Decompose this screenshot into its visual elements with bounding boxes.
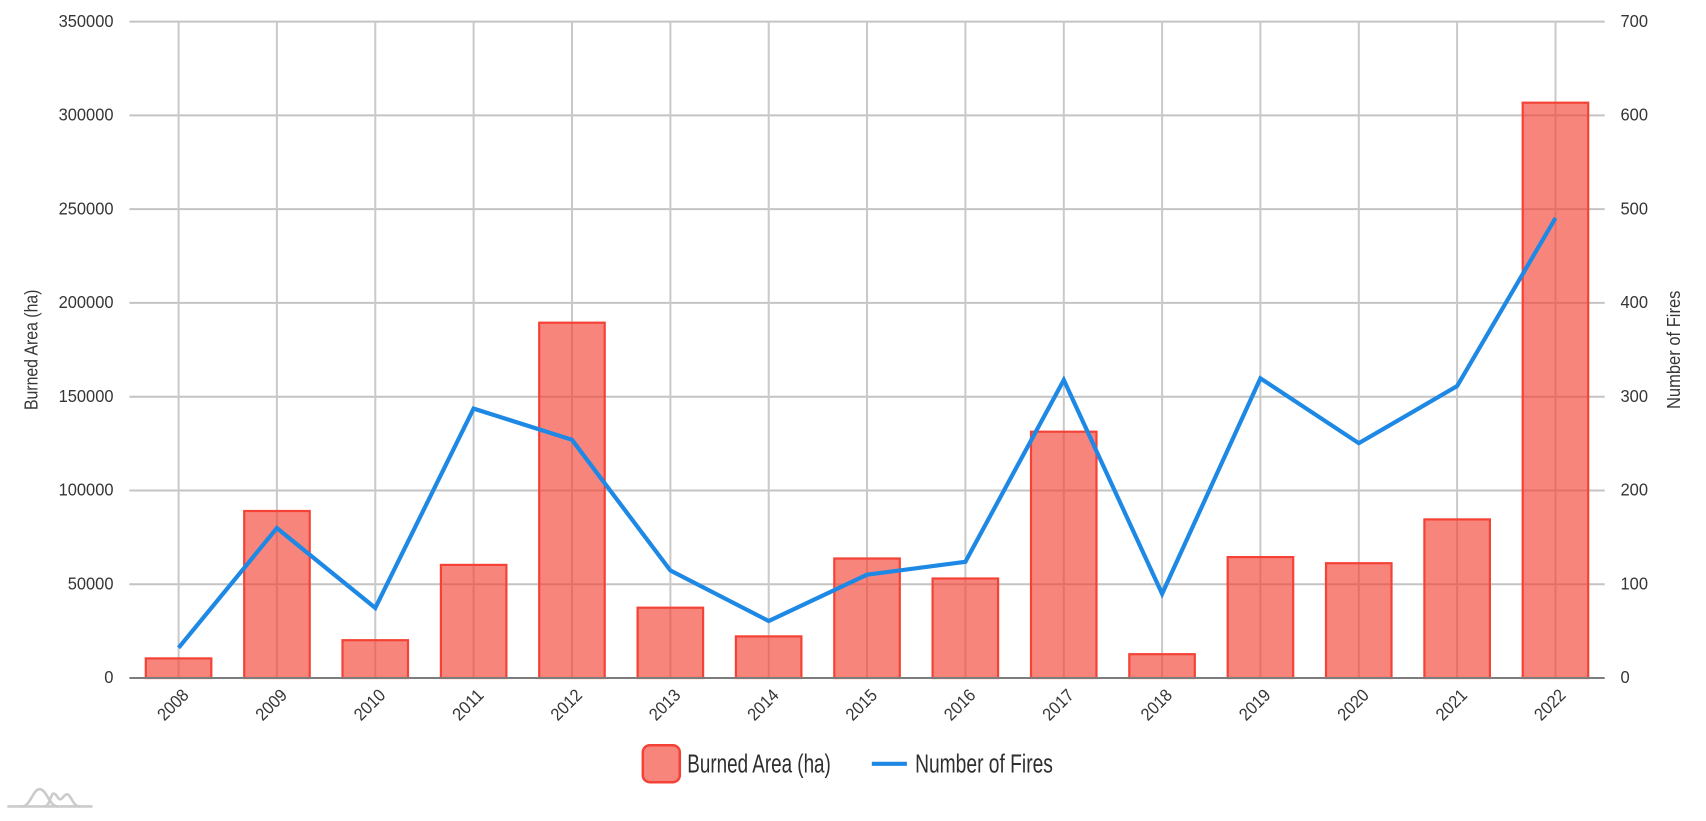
svg-text:Number of Fires: Number of Fires bbox=[1664, 291, 1684, 410]
svg-text:0: 0 bbox=[1621, 667, 1630, 687]
svg-text:100: 100 bbox=[1621, 573, 1649, 593]
svg-text:Number of Fires: Number of Fires bbox=[915, 751, 1053, 779]
svg-text:Burned Area (ha): Burned Area (ha) bbox=[22, 290, 42, 411]
svg-text:300: 300 bbox=[1621, 386, 1649, 406]
svg-text:400: 400 bbox=[1621, 292, 1649, 312]
svg-text:100000: 100000 bbox=[59, 480, 114, 500]
svg-text:500: 500 bbox=[1621, 198, 1649, 218]
svg-text:700: 700 bbox=[1621, 11, 1649, 31]
svg-text:200000: 200000 bbox=[59, 292, 114, 312]
svg-text:Burned Area (ha): Burned Area (ha) bbox=[687, 751, 831, 779]
svg-text:200: 200 bbox=[1621, 480, 1649, 500]
svg-text:350000: 350000 bbox=[59, 11, 114, 31]
svg-text:150000: 150000 bbox=[59, 386, 114, 406]
svg-text:50000: 50000 bbox=[68, 573, 114, 593]
svg-text:300000: 300000 bbox=[59, 105, 114, 125]
svg-text:600: 600 bbox=[1621, 105, 1649, 125]
svg-text:250000: 250000 bbox=[59, 198, 114, 218]
svg-text:0: 0 bbox=[104, 667, 113, 687]
